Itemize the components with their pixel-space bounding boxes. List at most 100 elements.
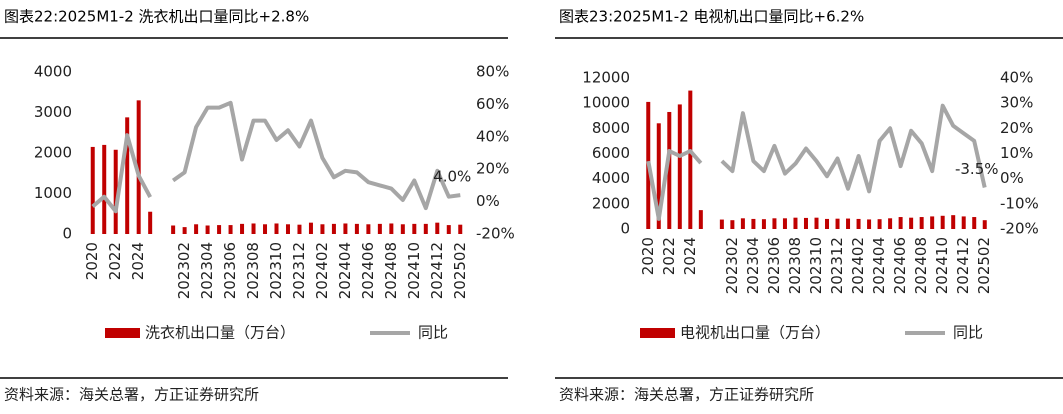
y2-tick-label: 40% bbox=[1000, 69, 1033, 87]
bar bbox=[667, 111, 672, 229]
legend-swatch bbox=[640, 328, 675, 338]
bar bbox=[803, 217, 808, 229]
x-tick-label: 202402 bbox=[849, 237, 867, 294]
y-tick-label: 2000 bbox=[592, 194, 630, 212]
bar bbox=[982, 220, 987, 229]
legend-swatch bbox=[105, 328, 140, 338]
x-tick-label: 202306 bbox=[765, 237, 783, 294]
bar bbox=[656, 123, 661, 229]
y2-tick-label: 0% bbox=[476, 192, 500, 210]
y2-tick-label: -10% bbox=[1000, 194, 1039, 212]
bar bbox=[458, 224, 463, 234]
x-tick-label: 202410 bbox=[933, 237, 951, 294]
bar bbox=[782, 218, 787, 229]
bar bbox=[719, 219, 724, 229]
x-tick-label: 202304 bbox=[198, 242, 216, 299]
x-tick-label: 2022 bbox=[660, 237, 678, 275]
x-tick-label: 202312 bbox=[828, 237, 846, 294]
bar bbox=[148, 211, 153, 234]
x-tick-label: 2022 bbox=[106, 242, 124, 280]
bar bbox=[435, 222, 440, 234]
x-tick-label: 202408 bbox=[912, 237, 930, 294]
x-tick-label: 202302 bbox=[723, 237, 741, 294]
bar bbox=[930, 216, 935, 229]
x-tick-label: 2024 bbox=[129, 242, 147, 280]
legend-label: 电视机出口量（万台） bbox=[680, 324, 830, 342]
x-tick-label: 202308 bbox=[244, 242, 262, 299]
bar bbox=[423, 223, 428, 234]
bar bbox=[274, 223, 279, 234]
y2-tick-label: 0% bbox=[1000, 169, 1024, 187]
bar bbox=[354, 223, 359, 234]
bar bbox=[263, 224, 268, 234]
y2-tick-label: -20% bbox=[476, 225, 515, 243]
chart-title: 图表22:2025M1-2 洗衣机出口量同比+2.8% bbox=[4, 8, 309, 26]
bar bbox=[308, 222, 313, 234]
bar bbox=[793, 217, 798, 229]
x-tick-label: 202312 bbox=[290, 242, 308, 299]
bar bbox=[751, 218, 756, 229]
bar bbox=[677, 104, 682, 229]
bar bbox=[972, 217, 977, 229]
y2-tick-label: -20% bbox=[1000, 220, 1039, 238]
bar bbox=[113, 149, 118, 234]
y2-tick-label: 80% bbox=[476, 63, 509, 81]
line-series bbox=[646, 103, 987, 221]
bar bbox=[320, 224, 325, 234]
bar bbox=[814, 217, 819, 229]
x-tick-label: 202308 bbox=[786, 237, 804, 294]
bar bbox=[125, 117, 130, 234]
y-tick-label: 0 bbox=[62, 225, 72, 243]
x-tick-label: 2020 bbox=[83, 242, 101, 280]
y-tick-label: 4000 bbox=[34, 63, 72, 81]
source-note: 资料来源：海关总署，方正证券研究所 bbox=[4, 386, 259, 404]
bar bbox=[240, 223, 245, 234]
x-tick-label: 202406 bbox=[359, 242, 377, 299]
bar bbox=[825, 218, 830, 229]
bar bbox=[761, 219, 766, 229]
x-tick-label: 202302 bbox=[175, 242, 193, 299]
bar bbox=[194, 224, 199, 234]
bar bbox=[730, 220, 735, 229]
bar bbox=[412, 223, 417, 234]
bar bbox=[102, 144, 107, 234]
legend-label: 洗衣机出口量（万台） bbox=[145, 324, 295, 342]
y2-tick-label: 40% bbox=[476, 127, 509, 145]
bar bbox=[740, 218, 745, 229]
y2-tick-label: 30% bbox=[1000, 94, 1033, 112]
y-tick-label: 8000 bbox=[592, 119, 630, 137]
x-tick-label: 202408 bbox=[382, 242, 400, 299]
y-tick-label: 0 bbox=[620, 220, 630, 238]
x-tick-label: 202306 bbox=[221, 242, 239, 299]
x-tick-label: 202502 bbox=[451, 242, 469, 299]
bar bbox=[846, 218, 851, 229]
y-tick-label: 2000 bbox=[34, 144, 72, 162]
bar bbox=[377, 223, 382, 234]
bar bbox=[251, 223, 256, 234]
bar bbox=[297, 224, 302, 234]
x-tick-label: 202304 bbox=[744, 237, 762, 294]
y-tick-label: 1000 bbox=[34, 184, 72, 202]
bar bbox=[835, 218, 840, 229]
x-tick-label: 202310 bbox=[807, 237, 825, 294]
x-tick-label: 202404 bbox=[870, 237, 888, 294]
y-tick-label: 6000 bbox=[592, 144, 630, 162]
bar bbox=[909, 217, 914, 229]
data-label: -3.5% bbox=[955, 160, 999, 178]
bar bbox=[961, 216, 966, 229]
bar bbox=[856, 218, 861, 229]
x-tick-label: 202404 bbox=[336, 242, 354, 299]
bar bbox=[898, 217, 903, 229]
y2-tick-label: 10% bbox=[1000, 144, 1033, 162]
bar bbox=[446, 225, 451, 234]
x-tick-label: 202410 bbox=[405, 242, 423, 299]
bar bbox=[400, 224, 405, 234]
x-tick-label: 2024 bbox=[681, 237, 699, 275]
bar bbox=[136, 100, 141, 234]
bar bbox=[389, 223, 394, 234]
source-note: 资料来源：海关总署，方正证券研究所 bbox=[559, 386, 814, 404]
y-tick-label: 4000 bbox=[592, 169, 630, 187]
x-tick-label: 202406 bbox=[891, 237, 909, 294]
y-tick-label: 12000 bbox=[582, 69, 630, 87]
legend-label: 同比 bbox=[418, 324, 448, 342]
